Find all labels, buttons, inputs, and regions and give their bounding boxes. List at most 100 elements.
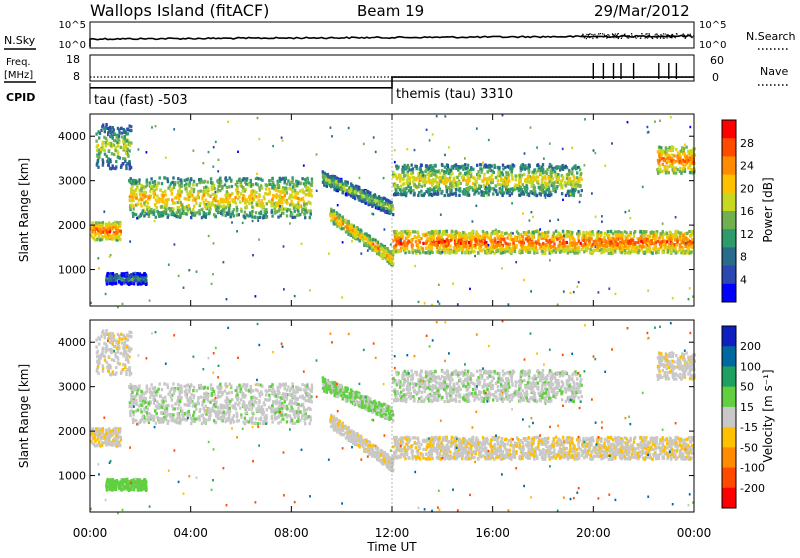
echo-cell [515,174,517,177]
echo-cell [557,173,559,176]
echo-cell [649,231,651,234]
echo-cell [569,239,571,242]
echo-cell [509,243,511,246]
echo-cell [102,231,104,234]
echo-cell [109,167,111,170]
echo-cell [573,238,575,241]
echo-cell [666,236,668,239]
echo-cell [337,222,339,225]
echo-cell [130,166,132,169]
echo-cell [250,190,252,193]
echo-cell [296,184,298,187]
echo-cell [110,275,112,278]
echo-cell [453,192,455,195]
echo-cell [401,247,403,250]
echo-cell [142,282,144,285]
echo-cell [290,200,292,203]
echo-cell [559,236,561,239]
echo-cell [280,178,282,181]
echo-cell [500,177,502,180]
echo-cell [117,152,119,155]
echo-cell [482,179,484,182]
echo-cell [638,249,640,252]
echo-cell [120,230,122,233]
echo-cell [619,247,621,250]
echo-cell [109,158,111,161]
echo-cell [276,210,278,213]
echo-cell [95,140,97,143]
echo-cell [240,210,242,213]
echo-cell [674,235,676,238]
nsearch-dot [690,34,691,35]
echo-cell [199,202,201,205]
echo-cell [689,251,691,254]
echo-cell [662,230,664,233]
echo-cell [154,180,156,183]
cpid-segment-2: themis (tau) 3310 [396,87,513,102]
echo-cell [472,230,474,233]
echo-cell [622,233,624,236]
echo-cell [592,243,594,246]
echo-cell [385,207,387,210]
echo-cell [346,230,348,233]
echo-cell [258,199,260,202]
nsearch-dot [663,33,664,34]
echo-cell [653,248,655,251]
echo-cell [559,168,561,171]
echo-cell [505,182,507,185]
echo-cell [162,212,164,215]
echo-cell [93,231,95,234]
nsearch-dot [602,33,603,34]
echo-cell [146,178,148,181]
echo-cell [525,250,527,253]
echo-cell [534,178,536,181]
echo-cell [155,216,157,219]
echo-cell [325,178,327,181]
echo-cell [446,189,448,192]
echo-cell [281,188,283,191]
echo-cell [418,239,420,242]
echo-cell [329,184,331,187]
echo-cell [589,248,591,251]
echo-cell [91,222,93,225]
echo-cell [242,189,244,192]
echo-cell [235,183,237,186]
echo-cell [211,203,213,206]
echo-cell [236,192,238,195]
echo-cell [97,159,99,162]
echo-cell [128,277,130,280]
echo-cell [409,232,411,235]
echo-cell [478,192,480,195]
echo-cell [266,202,268,205]
echo-cell [140,198,142,201]
echo-cell [121,136,123,139]
echo-cell [663,247,665,250]
echo-cell [224,183,226,186]
echo-cell [634,242,636,245]
echo-cell [344,219,346,222]
echo-cell [377,247,379,250]
echo-cell [543,186,545,189]
echo-cell [666,232,668,235]
echo-cell [451,167,453,170]
echo-cell [250,179,252,182]
echo-cell [342,183,344,186]
echo-cell [558,178,560,181]
echo-cell [485,165,487,168]
echo-cell [98,148,100,151]
echo-cell [499,243,501,246]
echo-cell [96,164,98,167]
nsearch-dot [591,34,592,35]
nsearch-dot [606,35,607,36]
echo-cell [548,180,550,183]
echo-cell [148,206,150,209]
echo-cell [358,187,360,190]
echo-cell [608,252,610,255]
echo-cell [139,193,141,196]
echo-cell [336,186,338,189]
echo-cell [647,235,649,238]
echo-cell [230,179,232,182]
echo-cell [289,187,291,190]
echo-cell [576,176,578,179]
nsearch-dot [609,35,610,36]
